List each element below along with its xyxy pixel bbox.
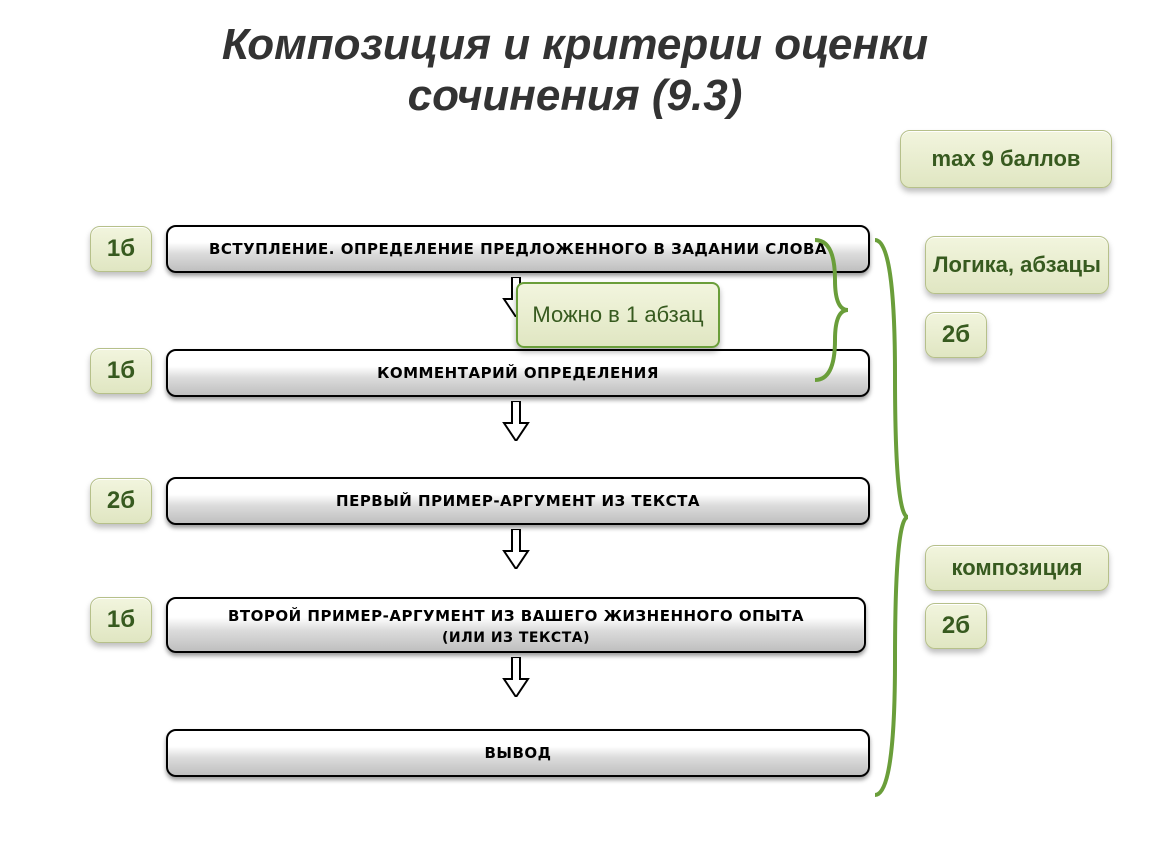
right-label-logic: Логика, абзацы [925, 236, 1109, 294]
diagram-root: Композиция и критерии оценки сочинения (… [0, 0, 1150, 864]
right-score-logic: 2б [925, 312, 987, 358]
right-score-composition: 2б [925, 603, 987, 649]
flow-node-5: Вывод [166, 729, 870, 777]
title-line-2: сочинения (9.3) [408, 71, 743, 120]
flow-node-2: Комментарий определения [166, 349, 870, 397]
merge-note: Можно в 1 абзац [516, 282, 720, 348]
left-badge-1: 1б [90, 226, 152, 272]
left-badge-4: 1б [90, 597, 152, 643]
arrow-icon [502, 529, 530, 569]
flow-node-3: Первый пример-аргумент из текста [166, 477, 870, 525]
right-label-composition-text: композиция [952, 556, 1083, 580]
left-badge-3: 2б [90, 478, 152, 524]
title-line-1: Композиция и критерии оценки [222, 20, 928, 69]
flow-node-4-main: Второй пример-аргумент из вашего жизненн… [228, 607, 804, 625]
right-label-logic-text: Логика, абзацы [933, 253, 1101, 277]
page-title: Композиция и критерии оценки сочинения (… [0, 20, 1150, 121]
max-score-badge: max 9 баллов [900, 130, 1112, 188]
left-badge-2: 1б [90, 348, 152, 394]
flow-node-1: Вступление. Определение предложенного в … [166, 225, 870, 273]
right-label-composition: композиция [925, 545, 1109, 591]
arrow-icon [502, 401, 530, 441]
bracket-small [810, 230, 850, 390]
flow-node-4: Второй пример-аргумент из вашего жизненн… [166, 597, 866, 653]
bracket-big [870, 225, 910, 810]
arrow-icon [502, 657, 530, 697]
flow-node-4-sub: (или из текста) [168, 627, 864, 649]
